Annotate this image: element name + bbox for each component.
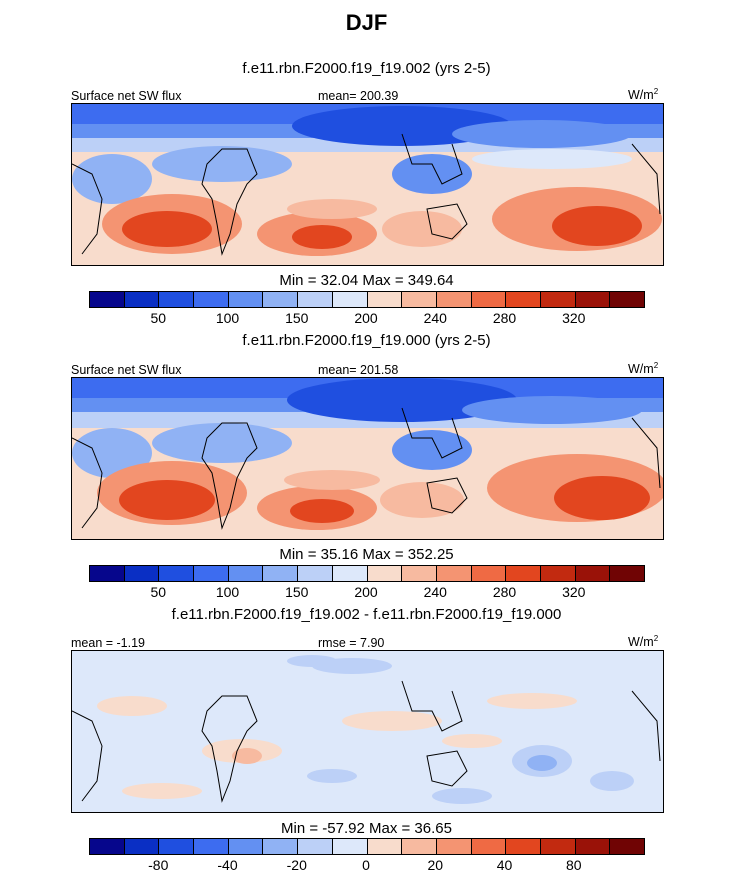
colorbar-bin bbox=[367, 566, 403, 581]
panel3-units: W/m2 bbox=[628, 634, 659, 650]
panel1-ticks: 50 100 150 200 240 280 320 bbox=[89, 310, 645, 328]
colorbar-bin bbox=[575, 839, 611, 854]
colorbar-tick-label: 150 bbox=[285, 310, 309, 326]
colorbar-bin bbox=[436, 292, 472, 307]
panel1-left-label: Surface net SW flux bbox=[71, 89, 182, 103]
colorbar-bin bbox=[263, 292, 299, 307]
colorbar-bin bbox=[367, 839, 403, 854]
colorbar-bin bbox=[159, 292, 195, 307]
colorbar-bin bbox=[194, 839, 229, 854]
panel3-ticks: -80 -40 -20 0 20 40 80 bbox=[89, 857, 645, 875]
colorbar-tick-label: 280 bbox=[492, 310, 517, 326]
colorbar-bin bbox=[610, 292, 644, 307]
panel2-ticks: 50 100 150 200 240 280 320 bbox=[89, 584, 645, 602]
colorbar-tick-label: 20 bbox=[427, 857, 444, 873]
panel3-subtitle: f.e11.rbn.F2000.f19_f19.002 - f.e11.rbn.… bbox=[171, 606, 562, 623]
panel3-colorbar bbox=[89, 838, 645, 855]
colorbar-bin bbox=[90, 292, 125, 307]
colorbar-bin bbox=[124, 566, 160, 581]
colorbar-tick-label: 200 bbox=[354, 310, 378, 326]
colorbar-tick-label: 100 bbox=[215, 310, 240, 326]
panel3-minmax: Min = -57.92 Max = 36.65 bbox=[281, 820, 452, 837]
colorbar-bin bbox=[402, 566, 437, 581]
colorbar-bin bbox=[506, 292, 541, 307]
colorbar-bin bbox=[194, 566, 229, 581]
colorbar-bin bbox=[159, 839, 195, 854]
colorbar-bin bbox=[610, 839, 644, 854]
colorbar-bin bbox=[471, 839, 507, 854]
panel2-colorbar bbox=[89, 565, 645, 582]
colorbar-bin bbox=[332, 292, 368, 307]
panel2-units: W/m2 bbox=[628, 361, 659, 377]
colorbar-bin bbox=[90, 839, 125, 854]
panel1-mean-label: mean= 200.39 bbox=[318, 89, 399, 103]
colorbar-bin bbox=[298, 566, 333, 581]
colorbar-tick-label: 240 bbox=[423, 584, 447, 600]
colorbar-bin bbox=[471, 566, 507, 581]
colorbar-bin bbox=[540, 292, 576, 307]
panel1-map bbox=[71, 103, 664, 266]
colorbar-bin bbox=[90, 566, 125, 581]
colorbar-bin bbox=[436, 839, 472, 854]
colorbar-tick-label: 0 bbox=[362, 857, 370, 873]
colorbar-bin bbox=[575, 566, 611, 581]
colorbar-bin bbox=[610, 566, 644, 581]
colorbar-tick-label: 280 bbox=[492, 584, 517, 600]
colorbar-bin bbox=[124, 839, 160, 854]
panel3-mean-label: mean = -1.19 bbox=[71, 636, 146, 650]
colorbar-bin bbox=[402, 839, 437, 854]
colorbar-bin bbox=[332, 839, 368, 854]
colorbar-tick-label: 320 bbox=[562, 310, 586, 326]
colorbar-tick-label: -80 bbox=[148, 857, 169, 873]
colorbar-bin bbox=[228, 292, 264, 307]
panel1-minmax: Min = 32.04 Max = 349.64 bbox=[279, 272, 454, 289]
colorbar-tick-label: 240 bbox=[423, 310, 447, 326]
colorbar-bin bbox=[263, 839, 299, 854]
colorbar-tick-label: 200 bbox=[354, 584, 378, 600]
colorbar-tick-label: 40 bbox=[496, 857, 513, 873]
colorbar-bin bbox=[506, 839, 541, 854]
colorbar-bin bbox=[332, 566, 368, 581]
colorbar-tick-label: 50 bbox=[150, 584, 167, 600]
colorbar-bin bbox=[540, 566, 576, 581]
panel2-map bbox=[71, 377, 664, 540]
colorbar-tick-label: -20 bbox=[286, 857, 307, 873]
colorbar-tick-label: 100 bbox=[215, 584, 240, 600]
colorbar-bin bbox=[402, 292, 437, 307]
colorbar-bin bbox=[298, 292, 333, 307]
panel1-units: W/m2 bbox=[628, 87, 659, 103]
panel2-minmax: Min = 35.16 Max = 352.25 bbox=[279, 546, 454, 563]
colorbar-bin bbox=[263, 566, 299, 581]
colorbar-bin bbox=[298, 839, 333, 854]
colorbar-bin bbox=[228, 566, 264, 581]
colorbar-bin bbox=[471, 292, 507, 307]
colorbar-tick-label: 50 bbox=[150, 310, 167, 326]
figure-title: DJF bbox=[345, 10, 388, 35]
colorbar-tick-label: 80 bbox=[565, 857, 582, 873]
panel2-subtitle: f.e11.rbn.F2000.f19_f19.000 (yrs 2-5) bbox=[242, 332, 491, 349]
panel1-subtitle: f.e11.rbn.F2000.f19_f19.002 (yrs 2-5) bbox=[242, 60, 491, 77]
panel2-left-label: Surface net SW flux bbox=[71, 363, 182, 377]
colorbar-bin bbox=[194, 292, 229, 307]
colorbar-bin bbox=[540, 839, 576, 854]
panel1-colorbar bbox=[89, 291, 645, 308]
panel3-rmse-label: rmse = 7.90 bbox=[318, 636, 385, 650]
colorbar-tick-label: 150 bbox=[285, 584, 309, 600]
colorbar-bin bbox=[159, 566, 195, 581]
colorbar-tick-label: -40 bbox=[217, 857, 238, 873]
colorbar-bin bbox=[506, 566, 541, 581]
panel3-map bbox=[71, 650, 664, 813]
colorbar-bin bbox=[367, 292, 403, 307]
panel2-mean-label: mean= 201.58 bbox=[318, 363, 399, 377]
colorbar-tick-label: 320 bbox=[562, 584, 586, 600]
colorbar-bin bbox=[575, 292, 611, 307]
colorbar-bin bbox=[436, 566, 472, 581]
colorbar-bin bbox=[228, 839, 264, 854]
colorbar-bin bbox=[124, 292, 160, 307]
